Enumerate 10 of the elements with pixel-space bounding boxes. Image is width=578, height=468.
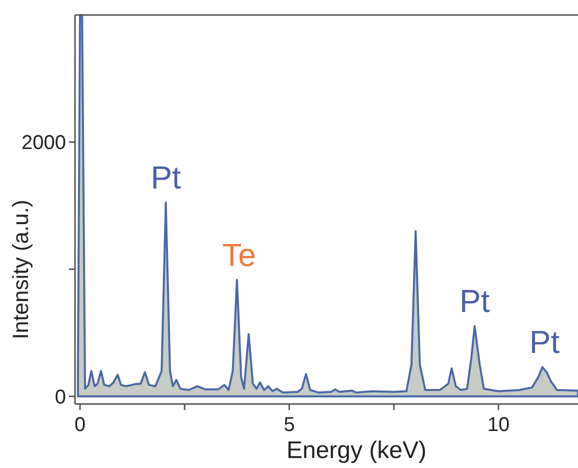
x-tick-label: 5 — [284, 414, 295, 436]
annotation: Pt — [150, 160, 182, 196]
annotation: Pt — [460, 283, 490, 320]
y-axis-title: Intensity (a.u.) — [8, 200, 33, 340]
x-tick-label: 0 — [74, 414, 86, 436]
y-tick-label: 2000 — [22, 132, 66, 154]
x-axis-title: Energy (keV) — [286, 437, 427, 464]
x-tick-label: 10 — [487, 414, 510, 436]
annotation: Pt — [529, 324, 560, 360]
annotation: Te — [222, 236, 256, 273]
